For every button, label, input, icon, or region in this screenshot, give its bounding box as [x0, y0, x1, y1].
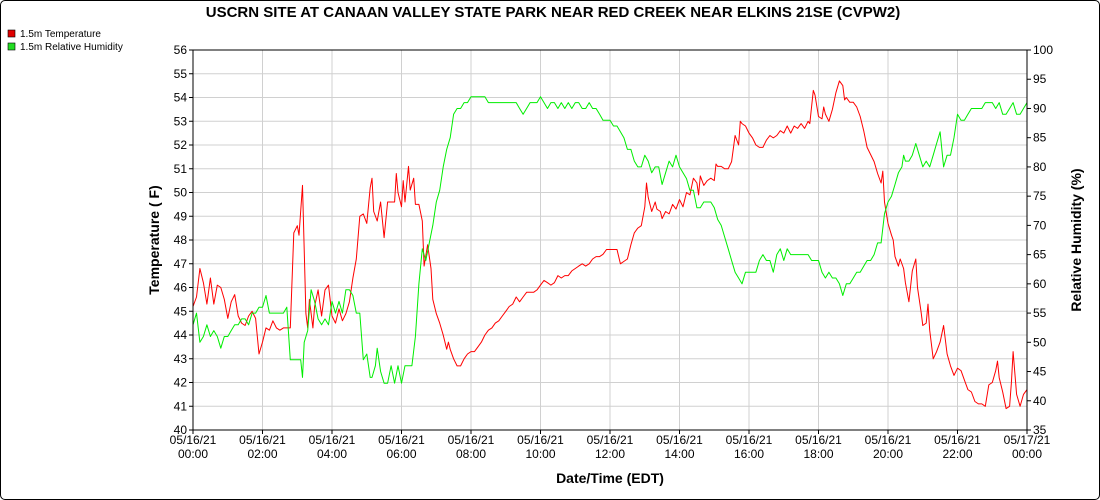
y-axis-right-ticks: 35 40 45 50 55 60 65 70 75 80 85 90 95 100: [1027, 43, 1053, 437]
y-left-tick-label: 55: [174, 67, 188, 81]
y-left-tick-label: 51: [174, 162, 188, 176]
y-right-tick-label: 75: [1033, 189, 1047, 203]
grid: [192, 49, 1028, 431]
x-tick-label-date: 05/16/21: [517, 433, 564, 447]
y-left-tick-label: 42: [174, 376, 188, 390]
y-left-tick-label: 48: [174, 233, 188, 247]
x-tick-label-time: 02:00: [247, 447, 277, 461]
legend-label-humidity: 1.5m Relative Humidity: [20, 42, 123, 53]
x-axis-label: Date/Time (EDT): [556, 470, 664, 486]
x-tick-label-date: 05/16/21: [587, 433, 634, 447]
x-tick-label-time: 06:00: [386, 447, 416, 461]
legend-swatch-humidity: [7, 42, 16, 51]
y-right-tick-label: 90: [1033, 101, 1047, 115]
legend-label-temperature: 1.5m Temperature: [20, 29, 101, 40]
y-left-tick-label: 46: [174, 281, 188, 295]
y-left-tick-label: 45: [174, 304, 188, 318]
x-tick-label-date: 05/16/21: [378, 433, 425, 447]
x-tick-label-time: 16:00: [734, 447, 764, 461]
legend-swatch-temperature: [7, 29, 16, 38]
y-axis-right-label: Relative Humidity (%): [1068, 168, 1084, 311]
x-axis-ticks: 05/16/2100:0005/16/2102:0005/16/2104:000…: [170, 430, 1051, 461]
x-tick-label-time: 00:00: [178, 447, 208, 461]
y-left-tick-label: 40: [174, 423, 188, 437]
series-line-temperature: [192, 80, 1028, 410]
series-lines: [192, 80, 1028, 410]
y-left-tick-label: 54: [174, 91, 188, 105]
y-right-tick-label: 50: [1033, 335, 1047, 349]
x-tick-label-time: 18:00: [803, 447, 833, 461]
x-tick-label-time: 08:00: [456, 447, 486, 461]
y-left-tick-label: 44: [174, 328, 188, 342]
y-axis-left-ticks: 40 41 42 43 44 45 46 47 48 49 50 51 52 53 54 55 56: [174, 43, 193, 437]
legend: 1.5m Temperature 1.5m Relative Humidity: [7, 29, 123, 53]
y-right-tick-label: 60: [1033, 277, 1047, 291]
x-tick-label-date: 05/16/21: [934, 433, 981, 447]
y-right-tick-label: 80: [1033, 160, 1047, 174]
y-right-tick-label: 95: [1033, 72, 1047, 86]
x-tick-label-time: 10:00: [525, 447, 555, 461]
y-right-tick-label: 45: [1033, 365, 1047, 379]
y-left-tick-label: 52: [174, 138, 188, 152]
x-tick-label-date: 05/16/21: [170, 433, 217, 447]
x-tick-label-time: 14:00: [664, 447, 694, 461]
y-left-tick-label: 47: [174, 257, 188, 271]
y-left-tick-label: 56: [174, 43, 188, 57]
y-left-tick-label: 50: [174, 186, 188, 200]
chart-title: USCRN SITE AT CANAAN VALLEY STATE PARK N…: [206, 4, 901, 21]
x-tick-label-date: 05/16/21: [795, 433, 842, 447]
x-tick-label-time: 00:00: [1012, 447, 1042, 461]
y-axis-left-label: Temperature ( F): [146, 185, 162, 294]
x-tick-label-time: 20:00: [873, 447, 903, 461]
x-tick-label-time: 04:00: [317, 447, 347, 461]
x-tick-label-date: 05/16/21: [656, 433, 703, 447]
x-tick-label-time: 22:00: [942, 447, 972, 461]
y-right-tick-label: 55: [1033, 306, 1047, 320]
x-tick-label-date: 05/16/21: [865, 433, 912, 447]
y-right-tick-label: 35: [1033, 423, 1047, 437]
y-right-tick-label: 70: [1033, 218, 1047, 232]
y-right-tick-label: 65: [1033, 248, 1047, 262]
x-tick-label-date: 05/16/21: [448, 433, 495, 447]
y-right-tick-label: 85: [1033, 131, 1047, 145]
x-tick-label-date: 05/16/21: [726, 433, 773, 447]
y-left-tick-label: 53: [174, 114, 188, 128]
x-tick-label-time: 12:00: [595, 447, 625, 461]
y-right-tick-label: 40: [1033, 394, 1047, 408]
y-left-tick-label: 49: [174, 209, 188, 223]
x-tick-label-date: 05/16/21: [239, 433, 286, 447]
x-tick-label-date: 05/16/21: [309, 433, 356, 447]
series-line-humidity: [192, 96, 1028, 384]
x-tick-label-date: 05/17/21: [1004, 433, 1051, 447]
y-right-tick-label: 100: [1033, 43, 1053, 57]
y-left-tick-label: 43: [174, 352, 188, 366]
y-left-tick-label: 41: [174, 399, 188, 413]
